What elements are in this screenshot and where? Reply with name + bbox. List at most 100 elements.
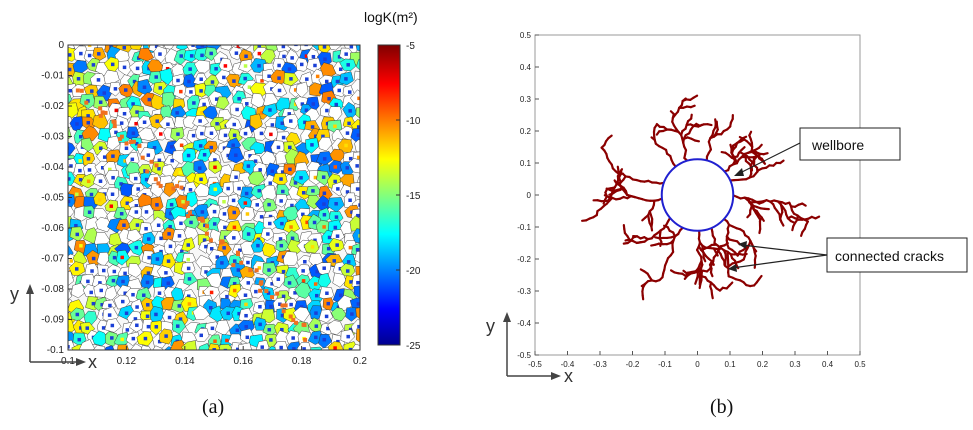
fracture-marker — [80, 89, 84, 93]
fracture-marker — [231, 144, 235, 148]
x-tick-label-b: 0.5 — [854, 360, 866, 369]
fracture-marker — [157, 167, 161, 171]
fracture-marker — [315, 324, 319, 328]
fracture-marker — [280, 244, 284, 248]
fracture-marker — [334, 202, 338, 206]
fracture-marker — [187, 258, 191, 262]
fracture-marker — [209, 238, 213, 242]
fracture-marker — [244, 55, 248, 59]
mesh-cell — [355, 139, 371, 153]
fracture-marker — [145, 210, 149, 214]
fracture-marker — [188, 302, 192, 306]
fracture-marker — [168, 316, 172, 320]
fracture-marker — [233, 123, 237, 127]
fracture-marker — [63, 249, 67, 253]
fracture-marker — [282, 309, 286, 313]
mesh-cell — [283, 252, 298, 266]
fracture-marker — [268, 222, 272, 226]
fracture-marker — [246, 261, 250, 265]
fracture-marker — [146, 281, 150, 285]
fracture-marker — [79, 244, 83, 248]
fracture-marker — [226, 187, 230, 191]
fracture-marker — [179, 171, 183, 175]
fracture-marker — [325, 80, 329, 84]
mesh-cell — [356, 329, 369, 344]
fracture-marker — [121, 280, 125, 284]
crack-segment — [626, 240, 630, 241]
fracture-marker — [311, 245, 315, 249]
axis-x-symbol-b: x — [564, 366, 573, 386]
fracture-marker — [314, 282, 318, 286]
x-tick-label-b: 0.4 — [822, 360, 834, 369]
fracture-marker — [244, 314, 248, 318]
fracture-marker — [355, 164, 359, 168]
fracture-marker — [282, 270, 286, 274]
fracture-marker — [233, 289, 237, 293]
fracture-marker — [266, 232, 270, 236]
fracture-marker — [136, 67, 140, 71]
fracture-marker — [336, 234, 340, 238]
x-tick-label-b: -0.2 — [626, 360, 640, 369]
fracture-marker — [92, 63, 96, 66]
y-tick-label-a: -0.05 — [41, 193, 64, 204]
fracture-marker — [325, 109, 329, 113]
fracture-marker — [189, 90, 193, 94]
fracture-marker — [334, 226, 338, 230]
fracture-marker — [360, 311, 364, 315]
y-tick-label-a: -0.07 — [41, 254, 64, 265]
fracture-marker — [303, 260, 307, 264]
fracture-marker — [246, 212, 250, 216]
fracture-marker — [323, 192, 327, 196]
fracture-marker — [145, 351, 149, 355]
fracture-marker — [155, 163, 159, 167]
fracture-marker — [334, 165, 338, 169]
fracture-marker — [87, 157, 91, 161]
axis-y-symbol-a: y — [10, 284, 19, 304]
fracture-marker — [77, 77, 81, 81]
fracture-marker — [225, 295, 229, 299]
fracture-marker — [69, 89, 73, 93]
callout-wellbore-label: wellbore — [811, 137, 864, 153]
fracture-marker — [111, 192, 115, 196]
fracture-marker — [303, 338, 307, 342]
fracture-marker — [120, 256, 124, 260]
fracture-marker — [79, 135, 83, 139]
fracture-marker — [111, 154, 115, 158]
crack-segment — [660, 242, 661, 246]
fracture-marker — [120, 338, 124, 342]
fracture-marker — [304, 43, 308, 47]
fracture-marker — [78, 169, 82, 173]
crack-segment — [708, 124, 712, 125]
fracture-marker — [147, 256, 151, 260]
fracture-marker — [170, 145, 174, 149]
fracture-marker — [222, 200, 226, 204]
fracture-marker — [356, 248, 360, 252]
fracture-marker — [289, 303, 293, 307]
fracture-marker — [333, 41, 337, 45]
y-tick-label-a: -0.04 — [41, 162, 64, 173]
fracture-marker — [333, 259, 337, 263]
x-tick-label-a: 0.2 — [353, 356, 367, 367]
colorbar-tick-label: -25 — [406, 341, 421, 352]
fracture-marker — [301, 269, 305, 273]
fracture-marker — [280, 222, 284, 226]
fracture-marker — [154, 177, 158, 181]
fracture-marker — [97, 52, 101, 56]
crack-segment — [651, 245, 655, 246]
fracture-marker — [322, 202, 326, 206]
fracture-marker — [167, 232, 171, 236]
fracture-marker — [124, 88, 128, 92]
fracture-marker — [148, 98, 152, 102]
fracture-marker — [291, 336, 295, 340]
fracture-marker — [247, 232, 251, 236]
crack-segment — [691, 115, 692, 119]
fracture-marker — [347, 122, 351, 126]
fracture-marker — [339, 294, 343, 298]
fracture-marker — [187, 80, 191, 84]
fracture-marker — [120, 121, 124, 125]
fracture-marker — [111, 63, 115, 66]
fracture-marker — [75, 122, 79, 126]
fracture-marker — [244, 132, 248, 136]
